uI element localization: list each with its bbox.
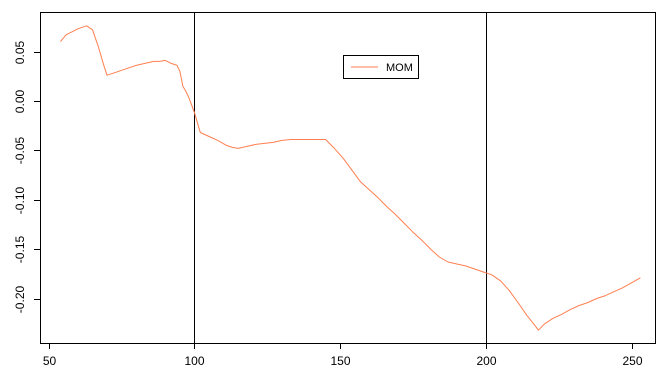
y-tick-label: -0.15 — [13, 236, 27, 264]
y-axis: 0.05 0.00 -0.05 -0.10 -0.15 -0.20 — [13, 40, 40, 313]
x-tick-label: 100 — [184, 354, 204, 368]
legend-label-mom: MOM — [386, 62, 413, 74]
x-tick-label: 150 — [330, 354, 350, 368]
y-tick-label: -0.10 — [13, 187, 27, 215]
y-tick-label: 0.05 — [13, 40, 27, 64]
y-tick-label: 0.00 — [13, 89, 27, 113]
x-axis: 50 100 150 200 250 — [43, 343, 643, 368]
x-tick-label: 200 — [476, 354, 496, 368]
legend: MOM — [343, 55, 419, 79]
series-line-mom — [60, 25, 641, 331]
x-tick-label: 250 — [622, 354, 642, 368]
series-layer — [60, 25, 641, 331]
legend-box — [343, 55, 419, 79]
y-tick-label: -0.20 — [13, 286, 27, 314]
y-tick-label: -0.05 — [13, 137, 27, 165]
x-tick-label: 50 — [43, 354, 57, 368]
vertical-reference-lines — [194, 12, 487, 343]
